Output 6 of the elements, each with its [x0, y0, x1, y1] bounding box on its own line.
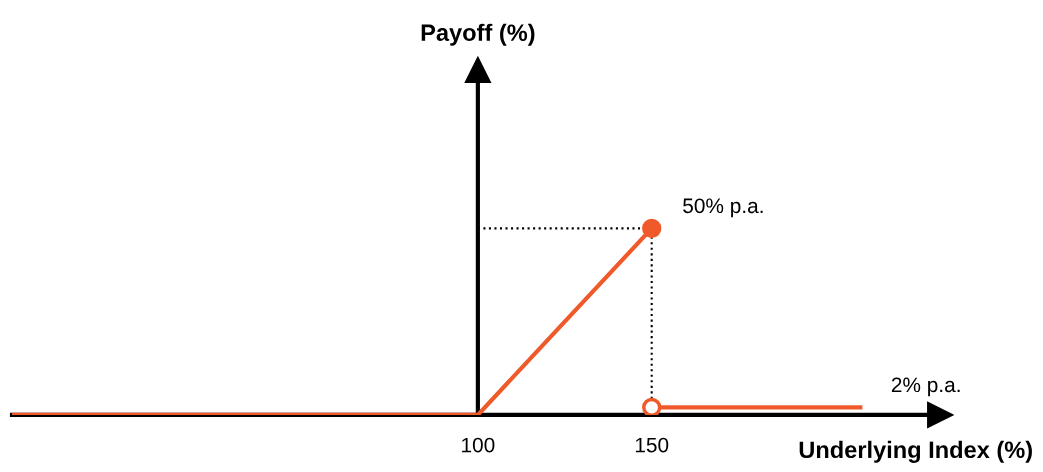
- x-tick-label: 100: [462, 437, 495, 453]
- data-label: 2% p.a.: [891, 377, 960, 397]
- x-tick-label: 150: [635, 437, 669, 453]
- data-label: 50% p.a.: [683, 198, 763, 218]
- text: Payoff (%): [421, 23, 535, 46]
- x-axis-title: Underlying Index (%): [799, 440, 1032, 463]
